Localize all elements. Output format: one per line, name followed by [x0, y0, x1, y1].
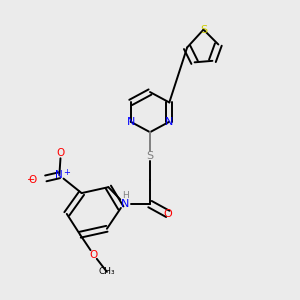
Text: N: N [127, 117, 135, 127]
Text: O: O [89, 250, 98, 260]
Text: O: O [28, 175, 37, 185]
Text: H: H [122, 191, 129, 200]
Text: +: + [63, 168, 70, 177]
Text: N: N [121, 199, 129, 209]
Text: −: − [27, 175, 35, 185]
Text: O: O [57, 148, 65, 158]
Text: N: N [165, 117, 173, 127]
Text: S: S [200, 25, 207, 34]
Text: O: O [164, 209, 172, 219]
Text: CH₃: CH₃ [99, 267, 115, 276]
Text: N: N [56, 170, 63, 180]
Text: S: S [146, 151, 154, 161]
